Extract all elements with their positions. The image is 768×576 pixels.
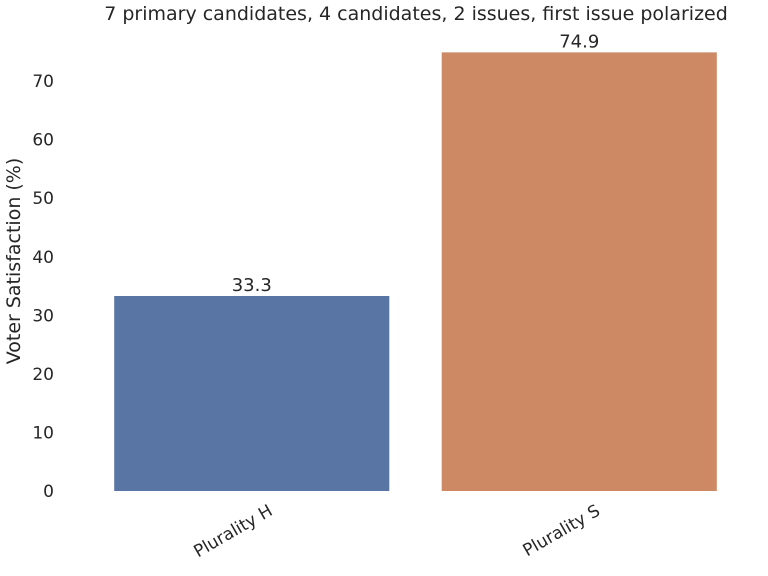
x-tick-label: Plurality S	[520, 501, 604, 561]
bars	[114, 52, 717, 491]
data-labels: 33.3 74.9	[232, 31, 600, 296]
x-tick-label: Plurality H	[190, 501, 276, 562]
y-tick-label: 10	[32, 423, 54, 443]
y-tick-label: 30	[32, 306, 54, 326]
y-tick-label: 0	[43, 482, 54, 502]
y-tick-label: 70	[32, 72, 54, 92]
y-tick-label: 40	[32, 248, 54, 268]
x-axis-ticks: Plurality H Plurality S	[190, 501, 603, 562]
y-axis-ticks: 0 10 20 30 40 50 60 70	[32, 72, 54, 502]
y-tick-label: 60	[32, 131, 54, 151]
bar-value-label: 33.3	[232, 275, 272, 296]
bar-value-label: 74.9	[559, 31, 599, 52]
chart-title: 7 primary candidates, 4 candidates, 2 is…	[104, 3, 728, 25]
y-axis-label: Voter Satisfaction (%)	[3, 158, 25, 365]
bar	[114, 295, 390, 491]
y-tick-label: 50	[32, 189, 54, 209]
y-tick-label: 20	[32, 365, 54, 385]
bar	[441, 52, 717, 491]
